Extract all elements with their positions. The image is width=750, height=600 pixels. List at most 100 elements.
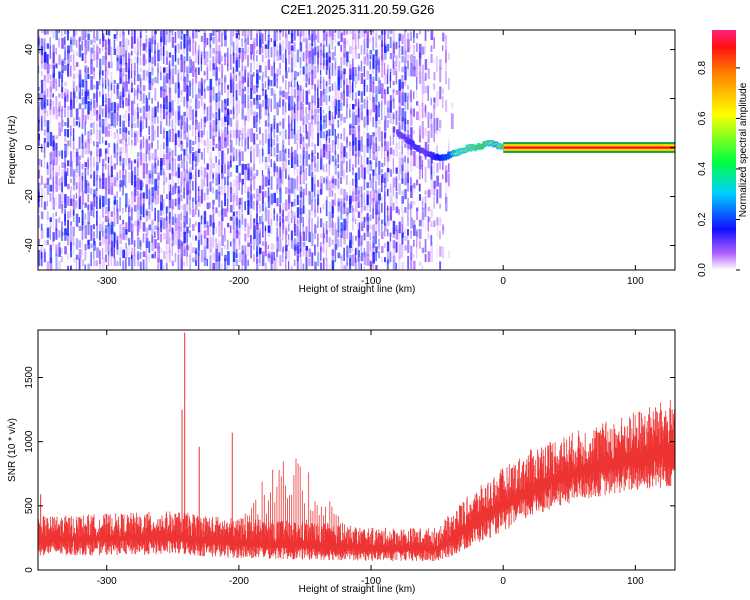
noise-cell (302, 188, 305, 196)
noise-cell (160, 259, 162, 264)
noise-cell (139, 205, 143, 215)
noise-cell (334, 141, 336, 155)
noise-cell (203, 245, 207, 251)
noise-cell (261, 75, 264, 83)
noise-cell (183, 231, 186, 244)
noise-cell (195, 30, 198, 39)
noise-cell (122, 100, 124, 109)
noise-cell (200, 35, 204, 42)
noise-cell (113, 243, 115, 259)
noise-cell (282, 118, 285, 129)
noise-cell (375, 174, 378, 180)
noise-cell (215, 118, 218, 132)
noise-cell (340, 71, 343, 80)
noise-cell (142, 259, 145, 270)
noise-cell (136, 131, 139, 143)
noise-cell (372, 132, 376, 137)
noise-cell (392, 255, 396, 270)
noise-cell (174, 110, 177, 124)
noise-cell (200, 78, 203, 84)
noise-cell (308, 30, 310, 36)
noise-cell (392, 42, 396, 58)
noise-cell (186, 45, 189, 62)
noise-cell (407, 32, 410, 48)
noise-cell (72, 242, 75, 255)
noise-cell (177, 163, 180, 169)
noise-cell (378, 146, 380, 152)
noise-cell (250, 245, 252, 259)
noise-cell (78, 162, 81, 177)
noise-cell (247, 128, 250, 139)
noise-cell (218, 191, 221, 201)
noise-cell (227, 120, 229, 135)
noise-cell (398, 79, 402, 91)
noise-cell (349, 195, 352, 204)
noise-cell (340, 254, 343, 270)
noise-cell (229, 182, 232, 194)
noise-cell (331, 260, 335, 270)
noise-cell (398, 152, 401, 159)
noise-cell (192, 82, 194, 99)
noise-cell (288, 159, 290, 165)
noise-cell (322, 109, 325, 115)
noise-cell (384, 45, 387, 53)
noise-cell (133, 87, 136, 104)
noise-cell (160, 247, 163, 253)
noise-cell (325, 52, 328, 58)
snr-band (38, 400, 675, 562)
noise-cell (206, 38, 209, 45)
noise-cell (290, 153, 293, 162)
noise-cell (320, 207, 322, 214)
noise-cell (270, 144, 273, 157)
noise-cell (232, 130, 235, 138)
noise-cell (212, 63, 215, 70)
noise-cell (410, 107, 413, 115)
noise-cell (331, 140, 334, 146)
noise-cell (212, 222, 215, 235)
noise-cell (314, 46, 317, 56)
noise-cell (398, 30, 402, 31)
noise-cell (357, 139, 361, 151)
noise-cell (139, 218, 142, 225)
noise-cell (317, 179, 320, 187)
noise-cell (90, 165, 92, 174)
colorbar-gradient (712, 30, 736, 270)
noise-cell (131, 171, 134, 186)
noise-cell (418, 125, 422, 135)
noise-cell (264, 94, 268, 110)
noise-cell (133, 166, 137, 181)
noise-cell (122, 84, 124, 93)
noise-cell (337, 30, 340, 39)
noise-cell (52, 100, 55, 106)
noise-cell (247, 94, 250, 109)
noise-cell (139, 261, 142, 270)
noise-cell (322, 177, 326, 184)
noise-cell (366, 213, 369, 221)
noise-cell (293, 88, 296, 98)
noise-cell (72, 258, 76, 263)
noise-cell (38, 119, 40, 132)
noise-cell (261, 251, 265, 257)
noise-cell (378, 160, 381, 175)
noise-cell (78, 103, 82, 110)
noise-cell (282, 159, 285, 172)
noise-cell (189, 230, 191, 238)
noise-cell (189, 183, 192, 194)
noise-cell (244, 38, 247, 54)
noise-cell (320, 262, 323, 270)
noise-cell (64, 246, 67, 255)
noise-cell (305, 246, 308, 251)
noise-cell (136, 73, 140, 82)
noise-cell (410, 54, 413, 64)
noise-cell (386, 259, 389, 270)
noise-cell (314, 224, 317, 234)
noise-cell (421, 64, 424, 80)
noise-cell (261, 254, 265, 267)
noise-cell (119, 156, 122, 162)
noise-cell (160, 194, 163, 211)
noise-cell (151, 35, 154, 44)
noise-cell (67, 219, 69, 236)
noise-cell (244, 30, 247, 43)
noise-cell (238, 30, 241, 31)
noise-cell (203, 79, 206, 83)
